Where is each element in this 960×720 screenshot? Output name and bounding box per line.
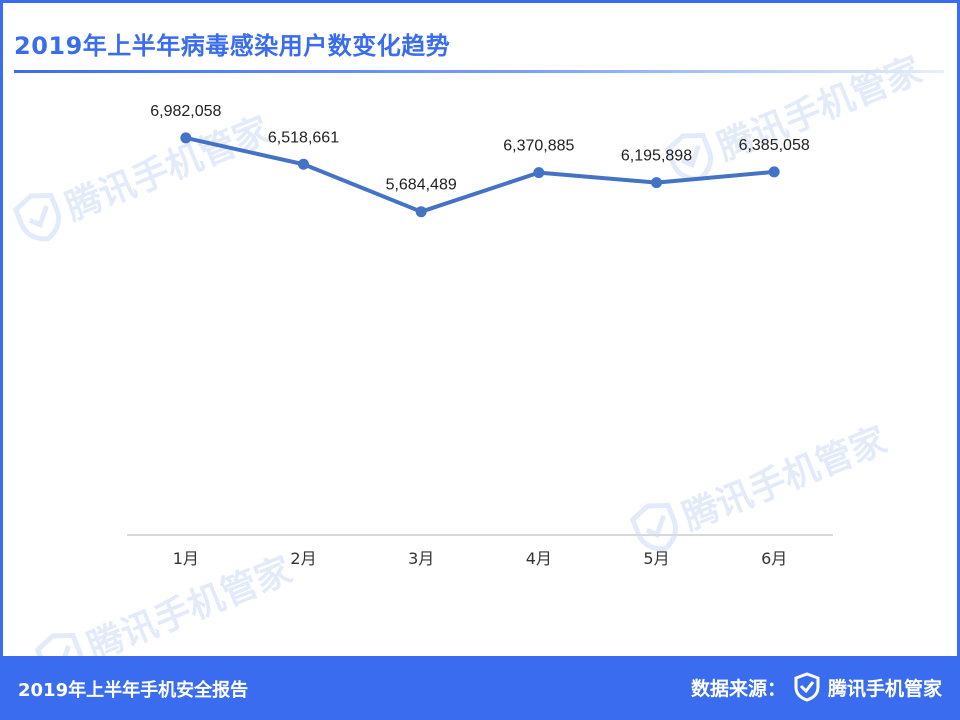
footer-bar: 2019年上半年手机安全报告 数据来源： 腾讯手机管家: [0, 656, 960, 720]
x-tick-label: 6月: [761, 549, 787, 568]
x-tick-label: 3月: [408, 549, 434, 568]
shield-icon: [794, 672, 820, 702]
watermark-1: 腾讯手机管家: [8, 101, 276, 250]
data-point: [298, 158, 309, 170]
line-chart: 1月 2月 3月 4月 5月 6月 6,982,058 6,518,661 5,684,489 6…: [127, 103, 833, 568]
data-label: 6,982,058: [150, 103, 221, 120]
report-title: 2019年上半年手机安全报告: [18, 680, 249, 701]
data-point: [180, 132, 192, 144]
series-line: [183, 135, 777, 214]
data-point: [415, 206, 427, 218]
page-title: 2019年上半年病毒感染用户数变化趋势: [14, 32, 451, 60]
x-tick-label: 2月: [290, 549, 316, 568]
data-point: [651, 177, 662, 189]
data-point: [533, 167, 545, 179]
x-tick-label: 4月: [526, 549, 552, 568]
data-label: 6,518,661: [268, 129, 339, 146]
x-tick-label: 1月: [173, 549, 199, 568]
brand-name: 腾讯手机管家: [827, 677, 942, 700]
data-label: 6,370,885: [503, 138, 574, 155]
data-source: 数据来源： 腾讯手机管家: [691, 672, 942, 702]
source-label: 数据来源：: [690, 677, 786, 700]
data-point: [768, 166, 780, 178]
data-label: 5,684,489: [386, 177, 457, 194]
x-tick-label: 5月: [643, 549, 669, 568]
data-label: 6,195,898: [621, 148, 692, 165]
data-label: 6,385,058: [739, 137, 810, 154]
title-divider: [14, 70, 944, 73]
shield-icon: [12, 192, 62, 242]
